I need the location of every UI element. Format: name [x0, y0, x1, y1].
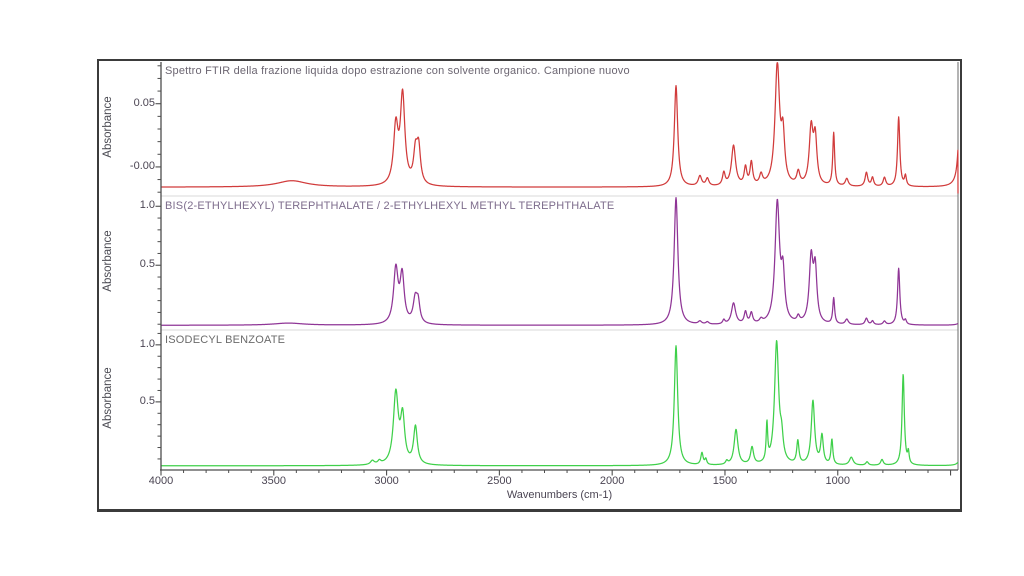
x-tick-label: 1000 — [825, 475, 850, 487]
panel-title-library-match-1: BIS(2-ETHYLHEXYL) TEREPHTHALATE / 2-ETHY… — [165, 200, 615, 212]
spectrum-curve-2 — [160, 340, 959, 467]
spectrum-curve-0 — [160, 62, 959, 194]
panel-title-library-match-2: ISODECYL BENZOATE — [165, 334, 286, 346]
spectrum-curve-1 — [160, 197, 959, 326]
y-tick-label: 1.0 — [139, 337, 155, 350]
y-tick-label: 0.05 — [133, 96, 155, 109]
y-tick-label: -0.00 — [129, 159, 155, 172]
x-tick-label: 2000 — [599, 475, 625, 487]
x-tick-label: 3000 — [374, 475, 399, 487]
panel-title-sample-spectrum: Spettro FTIR della frazione liquida dopo… — [165, 65, 630, 77]
x-tick-label: 1500 — [712, 475, 738, 487]
y-tick-label: 0.5 — [139, 258, 155, 271]
y-tick-label: 1.0 — [139, 199, 155, 212]
ftir-chart-frame: Spettro FTIR della frazione liquida dopo… — [97, 59, 962, 512]
x-axis-title: Wavenumbers (cm-1) — [506, 489, 613, 501]
y-tick-label: 0.5 — [139, 394, 155, 407]
x-tick-label: 3500 — [261, 475, 287, 487]
x-tick-label: 2500 — [487, 475, 512, 487]
spectra-plot — [155, 62, 959, 476]
x-tick-label: 4000 — [148, 475, 174, 487]
